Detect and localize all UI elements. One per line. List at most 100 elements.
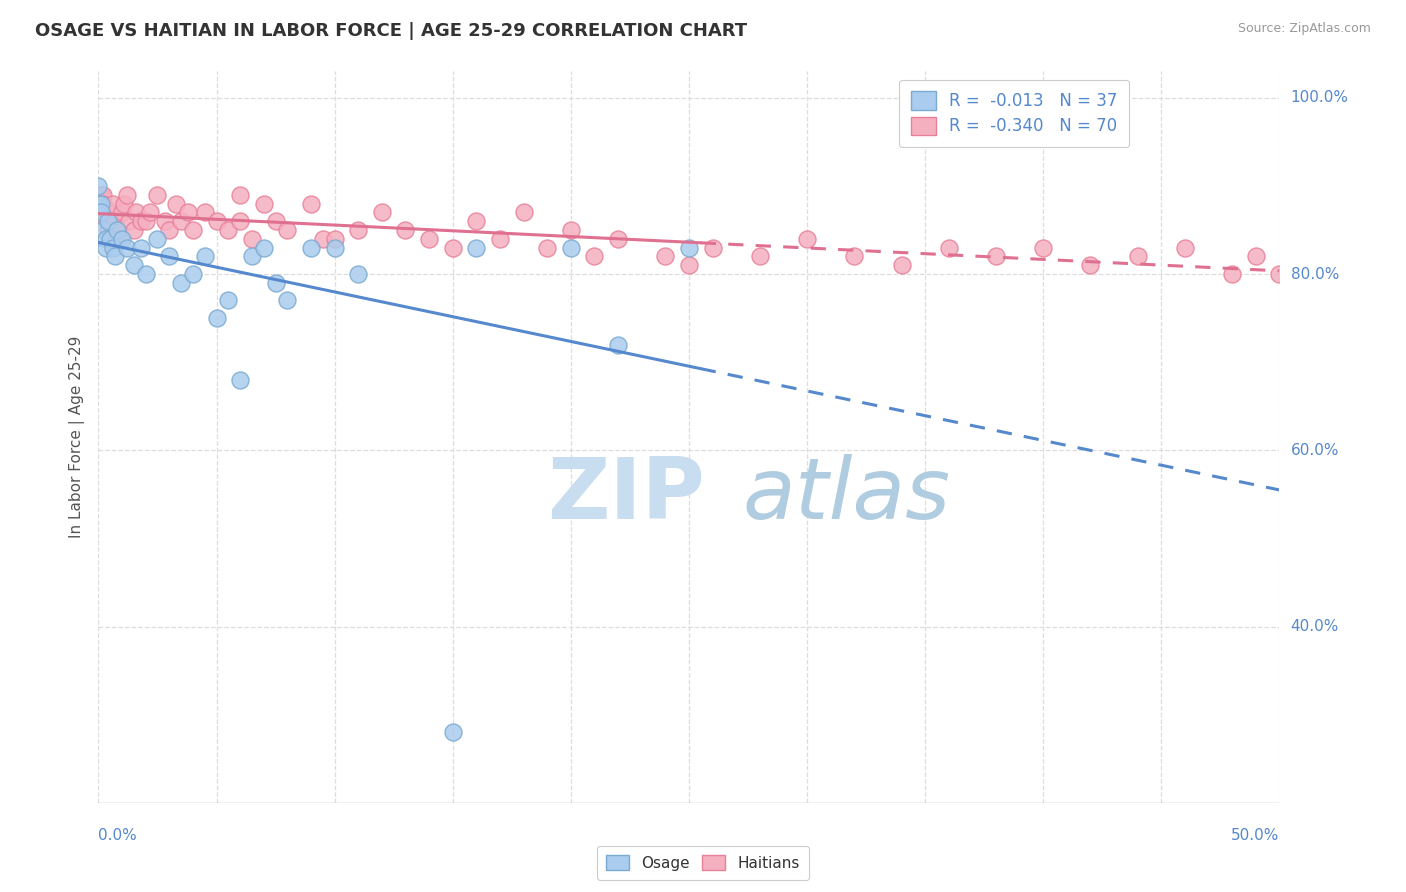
Point [702,241,724,255]
Point [1268,267,1291,281]
Point [984,249,1007,263]
Text: 60.0%: 60.0% [1291,442,1339,458]
Point [229,187,252,202]
Point [678,258,700,272]
Point [101,241,124,255]
Point [264,214,287,228]
Point [1244,249,1267,263]
Point [560,241,582,255]
Point [91,223,114,237]
Point [139,205,162,219]
Text: 100.0%: 100.0% [1291,90,1348,105]
Point [115,187,138,202]
Point [512,205,534,219]
Point [112,196,135,211]
Point [796,232,818,246]
Text: OSAGE VS HAITIAN IN LABOR FORCE | AGE 25-29 CORRELATION CHART: OSAGE VS HAITIAN IN LABOR FORCE | AGE 25… [35,22,747,40]
Point [87,196,110,211]
Point [181,223,204,237]
Point [98,232,121,246]
Point [844,249,866,263]
Point [240,232,263,246]
Point [94,241,117,255]
Point [890,258,912,272]
Point [122,223,145,237]
Point [312,232,335,246]
Point [536,241,558,255]
Point [441,241,464,255]
Point [229,373,252,387]
Point [654,249,676,263]
Point [347,223,370,237]
Point [371,205,394,219]
Legend: R =  -0.013   N = 37, R =  -0.340   N = 70: R = -0.013 N = 37, R = -0.340 N = 70 [900,79,1129,147]
Point [229,214,252,228]
Point [90,187,112,202]
Point [205,214,228,228]
Point [91,196,114,211]
Point [465,214,488,228]
Point [194,205,217,219]
Point [165,196,187,211]
Point [217,293,239,308]
Point [111,232,134,246]
Point [205,311,228,326]
Point [94,232,117,246]
Point [157,223,180,237]
Point [91,187,114,202]
Point [1174,241,1197,255]
Point [122,258,145,272]
Point [276,223,298,237]
Point [105,223,128,237]
Point [118,214,141,228]
Point [157,249,180,263]
Text: 50.0%: 50.0% [1232,828,1279,843]
Point [170,276,193,290]
Point [181,267,204,281]
Text: ZIP: ZIP [547,454,704,537]
Point [97,223,120,237]
Point [323,232,346,246]
Point [170,214,193,228]
Point [607,232,630,246]
Point [1032,241,1054,255]
Point [264,276,287,290]
Point [217,223,239,237]
Text: 80.0%: 80.0% [1291,267,1339,282]
Point [104,214,127,228]
Point [1220,267,1243,281]
Text: atlas: atlas [742,454,950,537]
Point [1080,258,1102,272]
Point [347,267,370,281]
Point [135,214,157,228]
Point [146,187,169,202]
Point [299,196,322,211]
Point [135,267,157,281]
Point [253,241,276,255]
Point [253,196,276,211]
Y-axis label: In Labor Force | Age 25-29: In Labor Force | Age 25-29 [69,336,84,538]
Point [489,232,512,246]
Point [98,205,121,219]
Point [299,241,322,255]
Text: 40.0%: 40.0% [1291,619,1339,634]
Point [87,178,110,193]
Point [607,337,630,351]
Text: Source: ZipAtlas.com: Source: ZipAtlas.com [1237,22,1371,36]
Point [153,214,176,228]
Point [583,249,606,263]
Point [418,232,440,246]
Point [94,214,117,228]
Point [177,205,200,219]
Point [90,196,112,211]
Point [276,293,298,308]
Point [87,205,110,219]
Point [129,241,152,255]
Point [240,249,263,263]
Point [90,205,112,219]
Point [115,241,138,255]
Point [97,214,120,228]
Text: 0.0%: 0.0% [98,828,138,843]
Point [441,725,464,739]
Point [748,249,770,263]
